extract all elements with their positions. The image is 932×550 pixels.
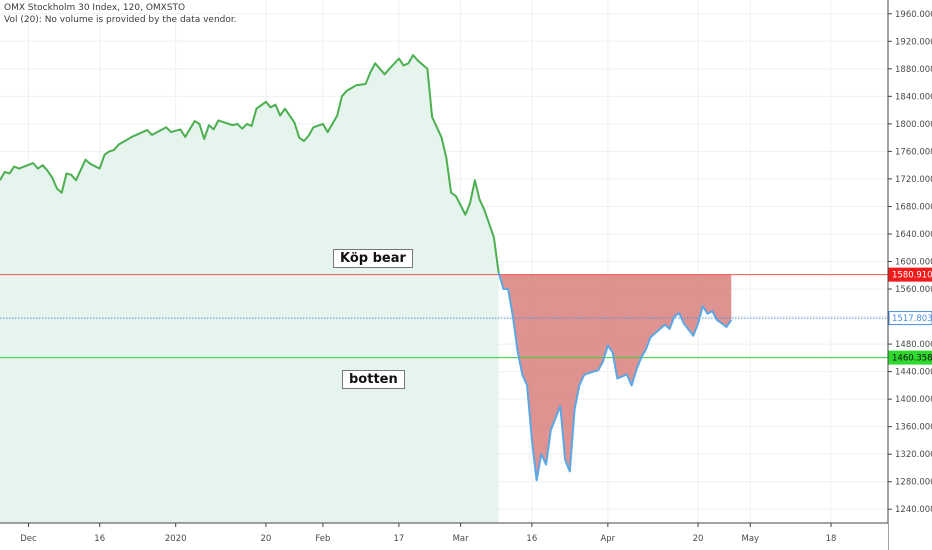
- chart-title: OMX Stockholm 30 Index, 120, OMXSTO: [4, 3, 186, 13]
- x-tick-label-0: Dec: [20, 534, 37, 544]
- price-line-above-entry: [0, 54, 500, 273]
- y-tick-label-13: 1760.0000: [895, 147, 932, 157]
- level-tag-box-2: [888, 350, 932, 365]
- y-tick-label-10: 1640.0000: [895, 230, 932, 240]
- x-tick-label-10: May: [741, 534, 759, 544]
- y-tick-label-6: 1480.0000: [895, 340, 932, 350]
- x-tick-label-8: Apr: [600, 534, 615, 544]
- price-level-tags: 1580.9104 1517.8030 1460.3583: [888, 267, 932, 365]
- x-tick-label-2: 2020: [165, 534, 187, 544]
- area-fill-below-entry: [498, 272, 732, 481]
- y-tick-label-14: 1800.0000: [895, 120, 932, 130]
- level-tag-label-1: 1517.8030: [892, 314, 932, 324]
- y-tick-label-5: 1440.0000: [895, 368, 932, 378]
- y-tick-label-16: 1880.0000: [895, 65, 932, 75]
- x-tick-label-7: 16: [526, 534, 537, 544]
- area-fill-above-entry: [0, 55, 499, 523]
- y-tick-label-9: 1600.0000: [895, 258, 932, 268]
- x-tick-label-11: 18: [826, 534, 837, 544]
- y-tick-label-18: 1960.0000: [895, 10, 932, 20]
- annotation-botten[interactable]: botten: [342, 370, 405, 389]
- y-tick-label-8: 1560.0000: [895, 285, 932, 295]
- y-tick-label-3: 1360.0000: [895, 423, 932, 433]
- x-tick-label-6: Mar: [453, 534, 470, 544]
- x-tick-label-3: 20: [261, 534, 272, 544]
- level-tag-label-2: 1460.3583: [892, 354, 932, 364]
- level-tag-label-0: 1580.9104: [892, 271, 932, 281]
- volume-notice: Vol (20): No volume is provided by the d…: [4, 15, 237, 25]
- annotation-kop-bear[interactable]: Köp bear: [333, 249, 413, 268]
- x-tick-label-1: 16: [94, 534, 105, 544]
- level-tag-box-0: [888, 267, 932, 282]
- x-tick-label-9: 20: [693, 534, 704, 544]
- y-tick-label-15: 1840.0000: [895, 92, 932, 102]
- time-axis-panel[interactable]: [0, 523, 888, 550]
- x-tick-label-5: 17: [393, 534, 404, 544]
- y-tick-label-4: 1400.0000: [895, 395, 932, 405]
- price-line-below-entry: [497, 272, 733, 482]
- y-tick-label-2: 1320.0000: [895, 450, 932, 460]
- level-tag-box-1: [888, 311, 932, 326]
- x-axis-ticks: Dec 16 2020 20 Feb 17 Mar 16 Apr 20 May 18: [20, 523, 836, 544]
- x-tick-label-4: Feb: [315, 534, 330, 544]
- horizontal-levels: [0, 274, 888, 359]
- y-tick-label-12: 1720.0000: [895, 175, 932, 185]
- y-tick-label-1: 1280.0000: [895, 478, 932, 488]
- y-tick-label-11: 1680.0000: [895, 202, 932, 212]
- y-tick-label-0: 1240.0000: [895, 505, 932, 515]
- y-tick-label-17: 1920.0000: [895, 37, 932, 47]
